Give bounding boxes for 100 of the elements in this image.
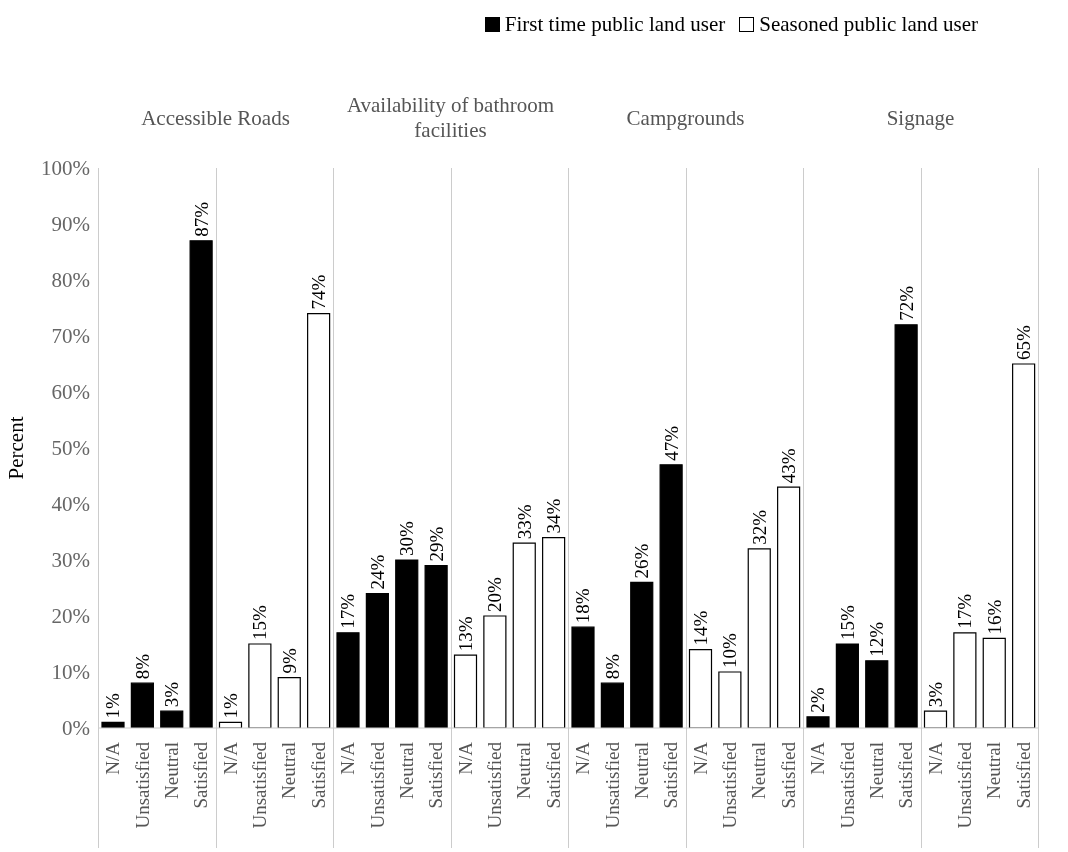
data-label: 43% <box>778 448 800 484</box>
data-label: 1% <box>220 692 241 719</box>
data-label: 33% <box>513 504 535 540</box>
data-label: 87% <box>190 201 212 237</box>
bar <box>953 632 977 728</box>
bar <box>718 671 742 728</box>
bar <box>542 537 566 728</box>
y-tick-label: 60% <box>51 380 90 405</box>
x-tick-label: N/A <box>454 741 476 775</box>
data-label: 3% <box>161 681 183 708</box>
bar <box>688 649 713 728</box>
y-axis-title: Percent <box>4 416 29 480</box>
x-tick-label: Neutral <box>865 742 887 799</box>
data-label: 17% <box>337 593 359 629</box>
bar <box>923 710 948 728</box>
y-tick-label: 10% <box>51 660 90 685</box>
x-tick-label: Neutral <box>630 742 652 799</box>
bar <box>395 559 419 728</box>
bar <box>865 660 889 728</box>
text: Campgrounds <box>626 105 745 131</box>
bar <box>747 548 771 728</box>
x-tick-label: Satisfied <box>895 741 917 809</box>
bar <box>453 654 478 728</box>
bar <box>835 643 859 728</box>
data-label: 15% <box>249 605 271 640</box>
text: Accessible Roads <box>141 105 290 131</box>
x-tick-label: Unsatisfied <box>131 741 153 829</box>
bar <box>336 632 360 728</box>
bar <box>248 643 272 728</box>
data-label: 26% <box>631 543 653 579</box>
data-label: 10% <box>719 633 741 668</box>
bar <box>659 464 683 728</box>
bar <box>189 240 213 728</box>
x-tick-label: Neutral <box>395 742 417 799</box>
data-label: 2% <box>807 687 829 713</box>
x-tick-label: Neutral <box>513 742 535 799</box>
y-tick-label: 80% <box>51 268 90 293</box>
bar <box>130 682 154 728</box>
x-tick-label: Satisfied <box>542 741 564 809</box>
bar <box>806 716 830 728</box>
bar <box>277 677 301 728</box>
bar <box>1012 363 1036 728</box>
x-tick-label: N/A <box>924 741 946 775</box>
y-tick-label: 0% <box>62 716 90 741</box>
x-tick-label: Unsatisfied <box>249 741 271 829</box>
bar <box>982 637 1006 728</box>
bar <box>630 581 654 728</box>
y-tick-label: 90% <box>51 212 90 237</box>
bar <box>483 615 507 728</box>
x-tick-label: Satisfied <box>1012 741 1034 809</box>
y-tick-label: 30% <box>51 548 90 573</box>
x-tick-label: Satisfied <box>307 741 329 809</box>
bar <box>307 313 331 728</box>
x-tick-label: Unsatisfied <box>836 741 858 829</box>
x-tick-label: N/A <box>337 741 359 775</box>
data-label: 14% <box>690 610 711 646</box>
bar <box>571 626 595 728</box>
x-tick-label: Unsatisfied <box>601 741 623 829</box>
data-label: 13% <box>455 616 476 652</box>
data-label: 18% <box>572 588 594 624</box>
bar <box>894 324 918 728</box>
data-label: 8% <box>131 653 153 680</box>
x-tick-label: N/A <box>689 741 711 775</box>
y-tick-label: 50% <box>51 436 90 461</box>
text: Availability of bathroom facilities <box>345 93 556 143</box>
data-label: 34% <box>543 498 565 534</box>
legend-label: Seasoned public land user <box>759 12 978 37</box>
bar <box>424 565 448 728</box>
data-label: 32% <box>748 509 770 545</box>
text: Signage <box>886 105 955 131</box>
y-tick-label: 100% <box>41 156 90 181</box>
x-tick-label: Neutral <box>748 742 770 799</box>
data-label: 9% <box>278 648 300 674</box>
legend-label: First time public land user <box>504 12 726 37</box>
x-tick-label: Neutral <box>160 742 182 799</box>
data-label: 15% <box>836 605 858 640</box>
x-tick-label: N/A <box>219 741 241 775</box>
bar <box>512 542 536 728</box>
x-tick-label: N/A <box>807 741 829 775</box>
data-label: 16% <box>983 599 1005 635</box>
y-tick-label: 20% <box>51 604 90 629</box>
data-label: 12% <box>866 621 888 657</box>
y-tick-label: 70% <box>51 324 90 349</box>
x-tick-label: Neutral <box>983 742 1005 799</box>
x-tick-label: Satisfied <box>190 741 212 809</box>
data-label: 3% <box>925 681 946 708</box>
x-tick-label: Unsatisfied <box>366 741 388 829</box>
bar <box>600 682 624 728</box>
data-label: 30% <box>396 521 418 556</box>
x-tick-label: Unsatisfied <box>719 741 741 829</box>
bar <box>160 710 184 728</box>
x-tick-label: Satisfied <box>660 741 682 809</box>
data-label: 29% <box>425 526 447 562</box>
data-label: 47% <box>660 425 682 461</box>
data-label: 74% <box>308 274 330 310</box>
data-label: 1% <box>102 692 124 719</box>
data-label: 65% <box>1013 325 1035 360</box>
x-tick-label: Satisfied <box>425 741 447 809</box>
data-label: 24% <box>366 554 388 590</box>
bar <box>777 486 801 728</box>
